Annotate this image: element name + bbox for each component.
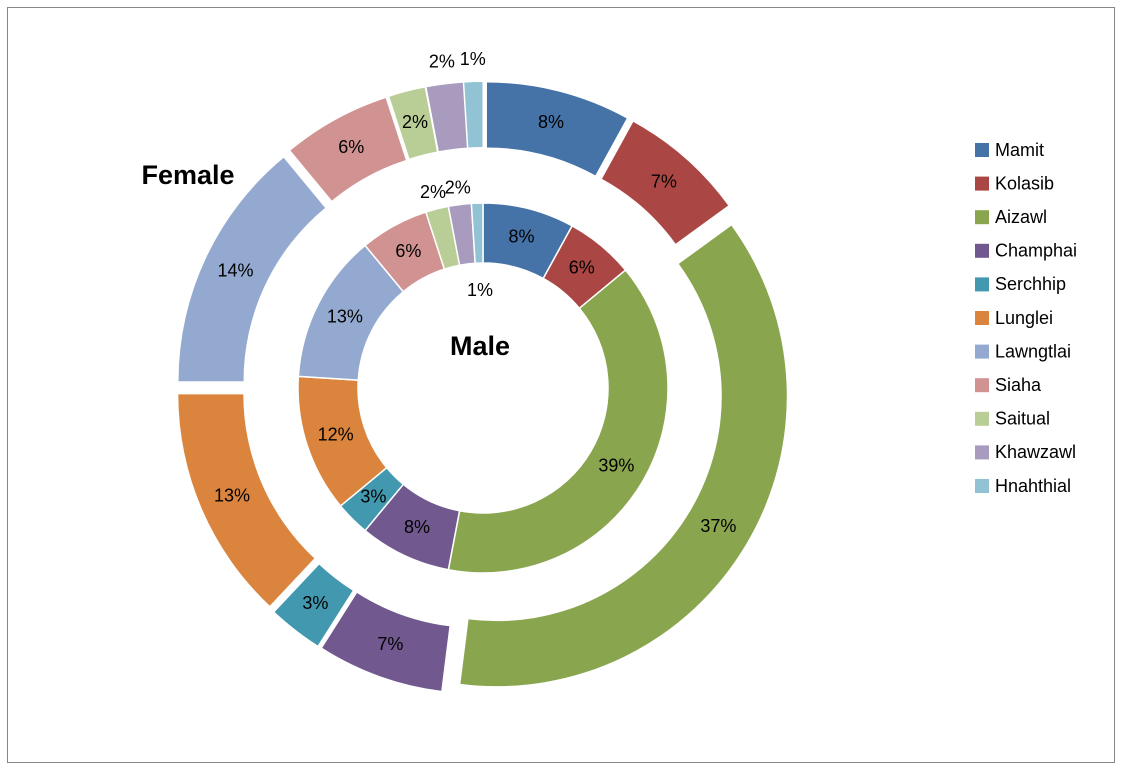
legend-label: Aizawl [995, 207, 1047, 227]
legend-label: Champhai [995, 241, 1077, 261]
data-label: 6% [569, 257, 595, 277]
segment [274, 564, 353, 646]
legend-label: Saitual [995, 409, 1050, 429]
segment [486, 82, 627, 176]
legend-swatch [975, 344, 989, 359]
data-label: 2% [445, 177, 471, 197]
legend-swatch [975, 176, 989, 191]
legend-swatch [975, 411, 989, 426]
segment [178, 157, 326, 382]
segment [389, 87, 437, 159]
legend-label: Lawngtlai [995, 341, 1071, 361]
data-label: 1% [460, 49, 486, 69]
segment [601, 121, 729, 244]
data-label: 8% [404, 517, 430, 537]
data-label: 6% [338, 137, 364, 157]
legend-label: Serchhip [995, 274, 1066, 294]
data-label: 7% [377, 634, 403, 654]
legend-label: Mamit [995, 140, 1044, 160]
data-label: 3% [302, 593, 328, 613]
data-label: 1% [467, 280, 493, 300]
segment [178, 394, 315, 606]
legend-label: Lunglei [995, 308, 1053, 328]
data-label: 13% [327, 306, 363, 326]
data-label: 12% [318, 425, 354, 445]
legend-swatch [975, 445, 989, 460]
legend-swatch [975, 277, 989, 292]
legend-swatch [975, 143, 989, 157]
segment [460, 225, 787, 687]
legend-label: Khawzawl [995, 442, 1076, 462]
data-label: 2% [402, 112, 428, 132]
inner-ring-label: Male [450, 331, 510, 361]
segment [447, 269, 669, 574]
legend-label: Kolasib [995, 173, 1054, 193]
data-label: 2% [429, 51, 455, 71]
legend-swatch [975, 311, 989, 325]
legend-swatch [975, 243, 989, 258]
data-label: 37% [700, 516, 736, 536]
legend-swatch [975, 378, 989, 393]
data-label: 6% [395, 241, 421, 261]
legend-label: Siaha [995, 375, 1042, 395]
legend-swatch [975, 479, 989, 493]
outer-ring-label: Female [141, 160, 234, 190]
data-label: 13% [214, 485, 250, 505]
legend-swatch [975, 210, 989, 225]
data-label: 39% [598, 456, 634, 476]
data-label: 2% [420, 182, 446, 202]
segment [464, 82, 483, 148]
data-label: 8% [509, 227, 535, 247]
segment [426, 82, 467, 152]
legend-label: Hnahthial [995, 476, 1071, 496]
segment [470, 202, 484, 265]
data-label: 3% [360, 486, 386, 506]
data-label: 7% [651, 172, 677, 192]
data-label: 14% [218, 260, 254, 280]
segment [322, 593, 450, 691]
segment [290, 98, 406, 201]
data-label: 8% [538, 112, 564, 132]
